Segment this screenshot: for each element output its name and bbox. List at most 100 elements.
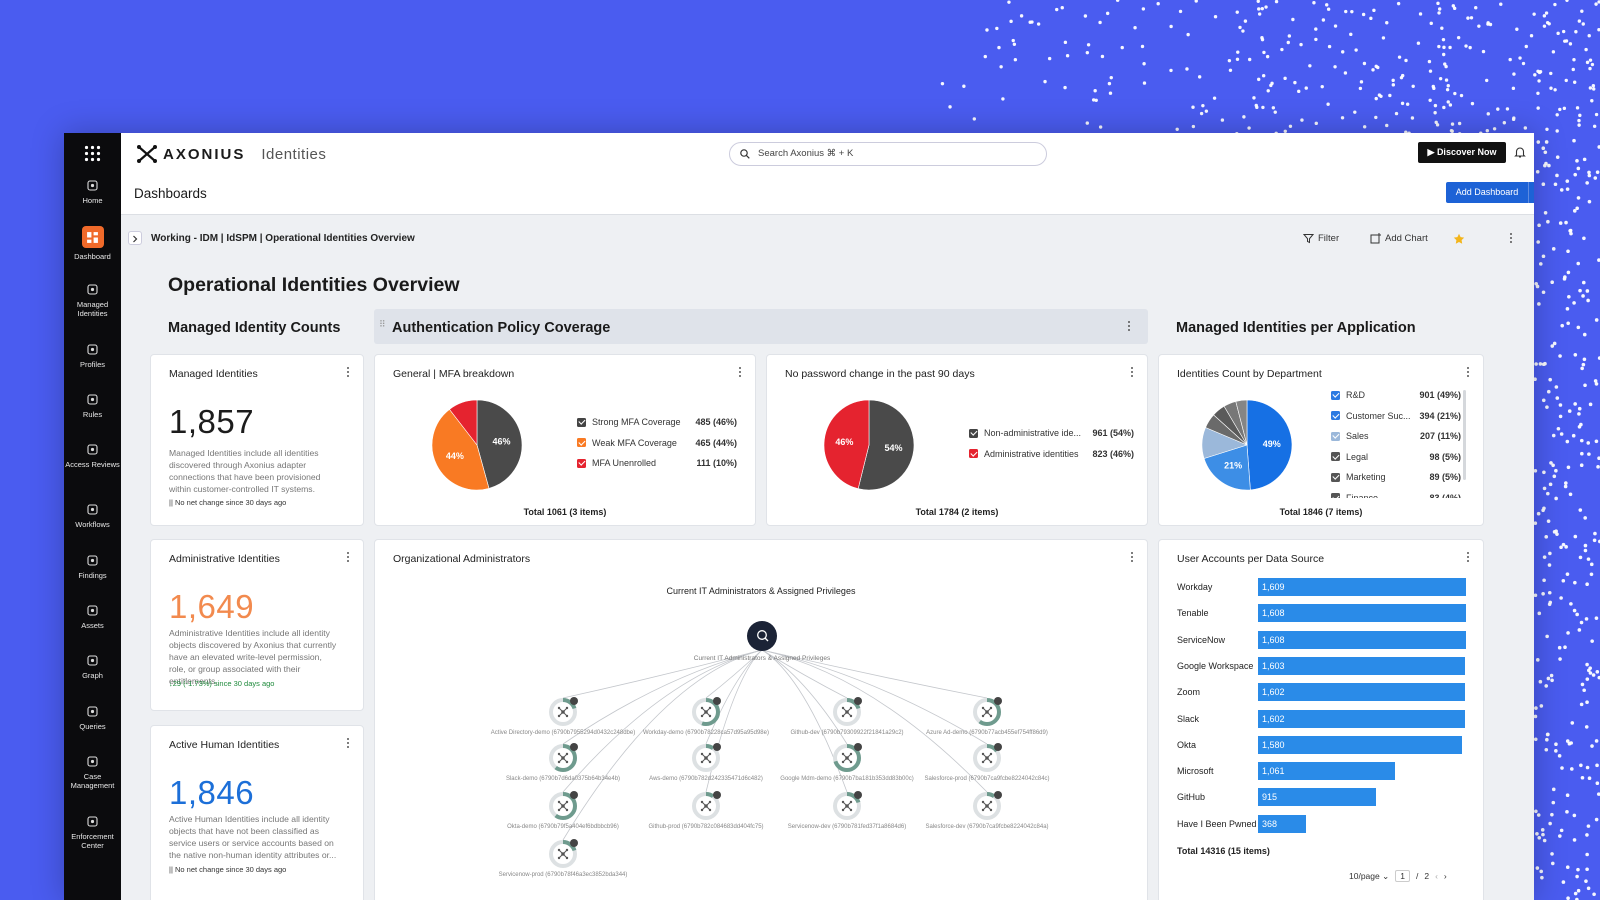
bar[interactable]: 368 bbox=[1258, 814, 1306, 833]
nav-item-profiles[interactable]: Profiles bbox=[64, 343, 121, 369]
nav-item-workflows[interactable]: Workflows bbox=[64, 503, 121, 529]
bar[interactable]: 1,602 bbox=[1258, 683, 1466, 702]
legend-item[interactable]: MFA Unenrolled 111 (10%) bbox=[577, 458, 737, 468]
legend-checkbox[interactable] bbox=[1331, 431, 1340, 441]
graph-node[interactable] bbox=[692, 697, 721, 726]
bell-icon[interactable] bbox=[1513, 145, 1527, 159]
legend-checkbox[interactable] bbox=[577, 458, 586, 468]
page-input[interactable]: 1 bbox=[1395, 870, 1410, 882]
bar[interactable]: 915 bbox=[1258, 788, 1377, 807]
star-favorite-icon[interactable] bbox=[1453, 233, 1465, 245]
nav-item-rules[interactable]: Rules bbox=[64, 393, 121, 419]
card-more-icon[interactable] bbox=[1467, 552, 1471, 564]
legend-item[interactable]: Legal 98 (5%) bbox=[1331, 452, 1461, 462]
prev-page-icon[interactable]: ‹ bbox=[1435, 871, 1438, 881]
chevron-down-icon[interactable] bbox=[1528, 182, 1534, 203]
nav-item-findings[interactable]: Findings bbox=[64, 554, 121, 580]
legend-item[interactable]: Customer Suc... 394 (21%) bbox=[1331, 411, 1461, 421]
legend-item[interactable]: Finance 83 (4%) bbox=[1331, 493, 1461, 498]
graph-root-node[interactable] bbox=[747, 621, 777, 651]
nav-item-graph[interactable]: Graph bbox=[64, 654, 121, 680]
legend-item[interactable]: Marketing 89 (5%) bbox=[1331, 472, 1461, 482]
legend-checkbox[interactable] bbox=[969, 449, 978, 458]
add-chart-button[interactable]: Add Chart bbox=[1370, 233, 1428, 244]
graph-node[interactable] bbox=[973, 791, 1002, 820]
legend-checkbox[interactable] bbox=[1331, 472, 1340, 482]
legend-item[interactable]: Weak MFA Coverage 465 (44%) bbox=[577, 438, 737, 448]
graph-node[interactable] bbox=[833, 791, 862, 820]
graph-node[interactable] bbox=[692, 791, 721, 820]
legend-item[interactable]: R&D 901 (49%) bbox=[1331, 390, 1461, 400]
pie-slice[interactable] bbox=[1235, 399, 1248, 446]
bar[interactable]: 1,061 bbox=[1258, 762, 1396, 781]
bar[interactable]: 1,608 bbox=[1258, 630, 1466, 649]
legend-checkbox[interactable] bbox=[1331, 493, 1340, 498]
nav-item-access-reviews[interactable]: Access Reviews bbox=[64, 443, 121, 469]
legend-item[interactable]: Non-administrative ide... 961 (54%) bbox=[969, 428, 1134, 438]
nav-item-dashboard[interactable]: Dashboard bbox=[64, 226, 121, 261]
legend-item[interactable]: Strong MFA Coverage 485 (46%) bbox=[577, 417, 737, 427]
nav-item-queries[interactable]: Queries bbox=[64, 705, 121, 731]
nav-item-assets[interactable]: Assets bbox=[64, 604, 121, 630]
filter-button[interactable]: Filter bbox=[1303, 233, 1339, 244]
graph-node[interactable] bbox=[973, 697, 1002, 726]
legend-checkbox[interactable] bbox=[1331, 452, 1340, 461]
graph-node[interactable] bbox=[549, 839, 578, 868]
legend-checkbox[interactable] bbox=[577, 417, 586, 427]
admin-privileges-graph[interactable]: Current IT Administrators & Assigned Pri… bbox=[375, 600, 1149, 900]
legend-item[interactable]: Administrative identities 823 (46%) bbox=[969, 449, 1134, 459]
dashboard-more-icon[interactable] bbox=[1510, 233, 1514, 245]
card-more-icon[interactable] bbox=[1467, 367, 1471, 379]
graph-node[interactable] bbox=[549, 697, 578, 726]
bar[interactable]: 1,609 bbox=[1258, 578, 1466, 596]
pie-slice[interactable] bbox=[449, 399, 478, 446]
legend-scrollbar[interactable] bbox=[1463, 390, 1466, 480]
nav-item-managed-identities[interactable]: Managed Identities bbox=[64, 283, 121, 318]
add-dashboard-button[interactable]: Add Dashboard bbox=[1446, 182, 1534, 203]
pie-slice[interactable] bbox=[1203, 444, 1251, 491]
drag-handle-icon[interactable]: ⠿ bbox=[379, 319, 386, 329]
pie-slice[interactable] bbox=[431, 408, 490, 491]
card-more-icon[interactable] bbox=[347, 367, 351, 379]
bar-value-label: 1,061 bbox=[1262, 766, 1285, 777]
nav-item-case-management[interactable]: Case Management bbox=[64, 755, 121, 790]
next-page-icon[interactable]: › bbox=[1443, 871, 1447, 881]
legend-item[interactable]: Sales 207 (11%) bbox=[1331, 431, 1461, 441]
graph-node[interactable] bbox=[549, 791, 578, 820]
section-auth-policy-coverage: Authentication Policy Coverage bbox=[392, 320, 611, 336]
graph-node[interactable] bbox=[833, 743, 862, 772]
bar-row: ServiceNow 1,608 bbox=[1177, 630, 1477, 649]
bar-value-label: 1,580 bbox=[1262, 739, 1285, 750]
discover-now-button[interactable]: ▶ Discover Now bbox=[1418, 142, 1506, 163]
pie-slice[interactable] bbox=[857, 399, 915, 491]
logo[interactable]: AXONIUS Identities bbox=[137, 145, 326, 163]
legend-checkbox[interactable] bbox=[969, 428, 978, 438]
pie-slice[interactable] bbox=[476, 399, 523, 489]
bar[interactable]: 1,580 bbox=[1258, 735, 1463, 754]
legend-checkbox[interactable] bbox=[1331, 390, 1340, 400]
graph-node[interactable] bbox=[833, 697, 862, 726]
bar-row: Workday 1,609 bbox=[1177, 578, 1477, 596]
nav-item-enforcement-center[interactable]: Enforcement Center bbox=[64, 815, 121, 850]
legend-checkbox[interactable] bbox=[577, 438, 586, 447]
graph-node[interactable] bbox=[692, 743, 721, 772]
card-more-icon[interactable] bbox=[1131, 367, 1135, 379]
card-more-icon[interactable] bbox=[1131, 552, 1135, 564]
bar[interactable]: 1,608 bbox=[1258, 604, 1466, 623]
per-page-select[interactable]: 10/page ⌄ bbox=[1349, 870, 1390, 881]
graph-node[interactable] bbox=[973, 743, 1002, 772]
legend-checkbox[interactable] bbox=[1331, 411, 1340, 420]
pie-slice[interactable] bbox=[1246, 399, 1293, 491]
section-more-icon[interactable] bbox=[1128, 321, 1132, 333]
pie-slice[interactable] bbox=[823, 399, 870, 490]
expand-panel-button[interactable] bbox=[128, 231, 142, 245]
card-more-icon[interactable] bbox=[347, 552, 351, 564]
card-more-icon[interactable] bbox=[739, 367, 743, 379]
graph-node[interactable] bbox=[549, 743, 578, 772]
bar[interactable]: 1,602 bbox=[1258, 709, 1466, 728]
card-more-icon[interactable] bbox=[347, 738, 351, 750]
search-input[interactable]: Search Axonius ⌘ + K bbox=[729, 142, 1047, 166]
bar[interactable]: 1,603 bbox=[1258, 656, 1466, 675]
app-grid-icon[interactable] bbox=[84, 145, 101, 162]
nav-item-home[interactable]: Home bbox=[64, 179, 121, 205]
